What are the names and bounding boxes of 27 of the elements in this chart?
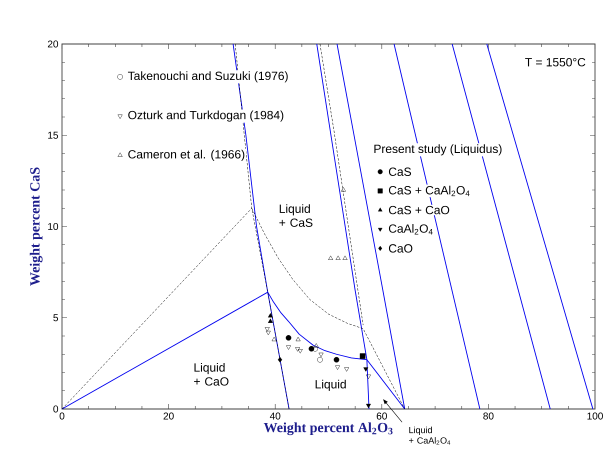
x-tick-label: 60 (376, 412, 387, 420)
y-axis-title: Weight percent CaS (30, 168, 43, 286)
y-tick-label: 5 (53, 314, 58, 322)
legend-label: Takenouchi and Suzuki (1976) (128, 71, 288, 82)
legend-label: Cameron et al. (1966) (128, 150, 244, 161)
text: Liquid + CaAl$_{2}$O$_{4}$ (409, 426, 450, 445)
legend-label: CaS (388, 168, 412, 176)
legend-title: Present study (Liquidus) (374, 144, 502, 156)
legend-label: Ozturk and Turkdogan (1984) (128, 110, 284, 122)
legend-label: CaAl$_{2}$O$_{4}$ (388, 224, 433, 234)
annotation: T = 1550°C (525, 58, 586, 66)
legend-label: CaS + CaAl$_{2}$O$_{4}$ (388, 186, 470, 196)
x-tick-label: 80 (483, 412, 494, 420)
x-axis-title: Weight percent Al$_{2}$O$_{3}$ (264, 422, 393, 436)
x-tick-label: 100 (587, 412, 603, 420)
x-tick-label: 20 (164, 412, 174, 420)
x-tick-label: 0 (60, 412, 64, 420)
legend-label: CaS + CaO (388, 206, 450, 214)
y-tick-label: 20 (48, 40, 58, 48)
y-tick-label: 0 (53, 405, 58, 413)
annotation: Liquid (316, 380, 346, 391)
y-tick-label: 15 (48, 132, 58, 139)
y-tick-label: 10 (48, 222, 58, 230)
legend-label: CaO (388, 244, 412, 253)
x-tick-label: 40 (270, 412, 280, 420)
annotation: Liquid + CaS (279, 204, 312, 227)
annotation: Liquid + CaO (194, 362, 228, 386)
